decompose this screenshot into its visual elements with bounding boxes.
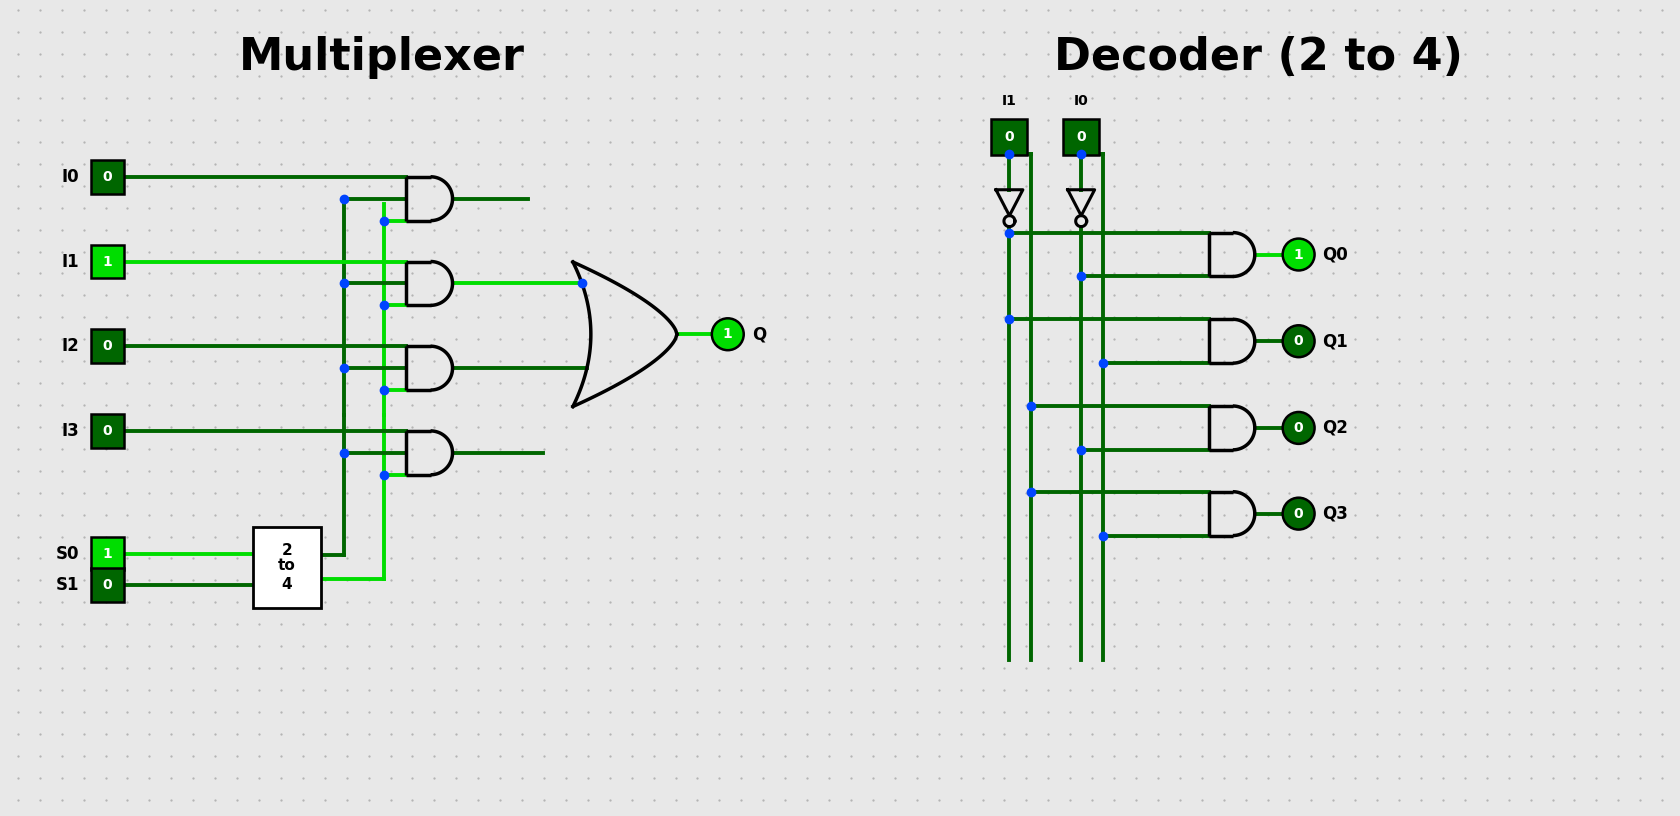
Text: 0: 0 [102,170,113,184]
FancyBboxPatch shape [91,330,124,363]
Text: 0: 0 [102,424,113,438]
Text: I1: I1 [1001,94,1016,108]
Text: 0: 0 [1294,421,1304,435]
Text: 0: 0 [1005,130,1015,144]
Text: 2: 2 [282,543,292,558]
Text: Q1: Q1 [1322,332,1349,350]
Circle shape [712,318,744,350]
FancyBboxPatch shape [91,245,124,278]
Text: I1: I1 [62,252,79,270]
Text: 1: 1 [722,327,732,341]
Text: I0: I0 [62,168,79,186]
Text: Multiplexer: Multiplexer [239,36,524,78]
Text: 0: 0 [1077,130,1085,144]
Text: Q3: Q3 [1322,504,1349,522]
FancyBboxPatch shape [254,527,321,608]
Text: Q: Q [751,326,766,344]
Text: 0: 0 [102,579,113,592]
Text: S1: S1 [55,576,79,594]
Text: I0: I0 [1074,94,1089,108]
Text: to: to [277,558,296,573]
Text: 0: 0 [1294,507,1304,521]
Circle shape [1284,412,1314,444]
Text: 1: 1 [1294,247,1304,261]
FancyBboxPatch shape [91,414,124,448]
FancyBboxPatch shape [91,569,124,602]
Text: Q2: Q2 [1322,419,1349,437]
Text: 0: 0 [1294,335,1304,348]
Text: 1: 1 [102,547,113,561]
Circle shape [1284,326,1314,357]
Text: S0: S0 [55,544,79,562]
Text: 1: 1 [102,255,113,268]
Text: I3: I3 [62,422,79,440]
FancyBboxPatch shape [991,119,1028,155]
Text: I2: I2 [62,337,79,355]
Circle shape [1284,498,1314,530]
Text: Decoder (2 to 4): Decoder (2 to 4) [1053,36,1463,78]
FancyBboxPatch shape [1063,119,1099,155]
FancyBboxPatch shape [91,537,124,570]
Text: Q0: Q0 [1322,246,1349,264]
Circle shape [1284,238,1314,270]
Text: 0: 0 [102,339,113,353]
Text: 4: 4 [282,577,292,592]
FancyBboxPatch shape [91,160,124,193]
